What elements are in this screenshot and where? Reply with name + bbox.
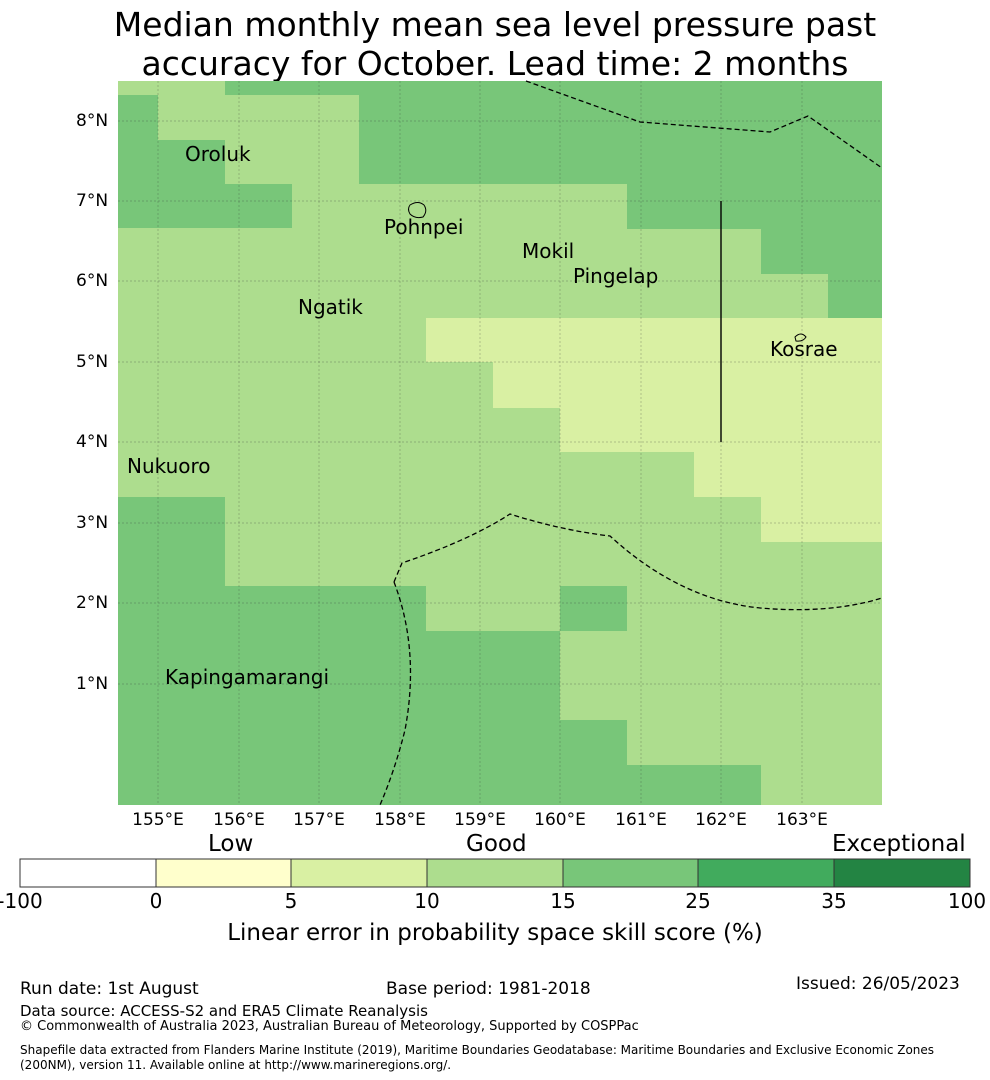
colorbar-tick: 0 — [149, 889, 163, 913]
x-tick-label: 163°E — [776, 810, 828, 830]
place-label-pohnpei: Pohnpei — [384, 215, 464, 239]
colorbar-tick: 10 — [414, 889, 440, 913]
y-tick-label: 3°N — [76, 513, 109, 533]
x-tick-label: 158°E — [374, 810, 426, 830]
y-tick-label: 6°N — [76, 271, 109, 291]
category-exceptional: Exceptional — [832, 831, 966, 857]
x-tick-label: 161°E — [615, 810, 667, 830]
skill-grid — [118, 81, 882, 805]
colorbar — [19, 858, 971, 888]
place-label-kapingamarangi: Kapingamarangi — [165, 665, 330, 689]
colorbar-tick: 100 — [947, 889, 987, 913]
shapefile-credit-line-2: (200NM), version 11. Available online at… — [20, 1058, 452, 1072]
place-label-kosrae: Kosrae — [770, 337, 838, 361]
category-low: Low — [208, 831, 254, 857]
map-title-line-2: accuracy for October. Lead time: 2 month… — [141, 44, 849, 83]
x-tick-label: 159°E — [454, 810, 506, 830]
copyright: © Commonwealth of Australia 2023, Austra… — [20, 1019, 639, 1034]
colorbar-tick: -100 — [0, 889, 43, 913]
colorbar-tick: 25 — [685, 889, 711, 913]
shapefile-credit-line-1: Shapefile data extracted from Flanders M… — [20, 1043, 935, 1057]
eez-boundaries — [379, 80, 883, 806]
place-label-ngatik: Ngatik — [298, 295, 363, 319]
x-tick-label: 160°E — [534, 810, 586, 830]
map-title-line-1: Median monthly mean sea level pressure p… — [113, 5, 877, 44]
colorbar-tick: 35 — [821, 889, 847, 913]
y-tick-label: 8°N — [76, 111, 109, 131]
place-label-mokil: Mokil — [522, 239, 575, 263]
y-tick-label: 1°N — [76, 674, 109, 694]
x-tick-label: 155°E — [132, 810, 184, 830]
island-outlines — [408, 202, 807, 342]
x-tick-label: 162°E — [695, 810, 747, 830]
x-tick-label: 156°E — [213, 810, 265, 830]
place-label-nukuoro: Nukuoro — [127, 454, 211, 478]
y-tick-label: 4°N — [76, 432, 109, 452]
colorbar-tick: 15 — [550, 889, 576, 913]
y-tick-label: 2°N — [76, 593, 109, 613]
x-tick-label: 157°E — [293, 810, 345, 830]
y-tick-label: 7°N — [76, 191, 109, 211]
run-date: Run date: 1st August — [20, 979, 199, 999]
category-good: Good — [466, 831, 527, 857]
issued-date: Issued: 26/05/2023 — [796, 974, 960, 994]
graticule — [118, 81, 882, 805]
y-tick-label: 5°N — [76, 352, 109, 372]
colorbar-label: Linear error in probability space skill … — [227, 920, 763, 946]
place-label-oroluk: Oroluk — [185, 142, 251, 166]
data-source: Data source: ACCESS-S2 and ERA5 Climate … — [20, 1002, 428, 1020]
place-label-pingelap: Pingelap — [573, 264, 659, 288]
colorbar-tick: 5 — [284, 889, 298, 913]
base-period: Base period: 1981-2018 — [386, 979, 591, 999]
